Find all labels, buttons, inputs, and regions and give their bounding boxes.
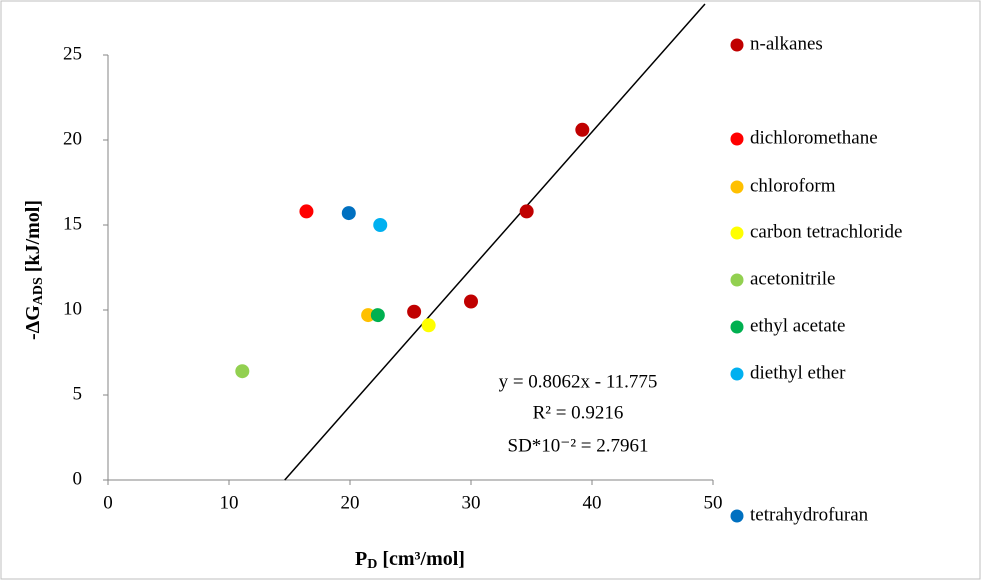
legend-marker	[730, 273, 744, 287]
data-point	[464, 294, 478, 309]
y-tick-label: 20	[63, 128, 82, 149]
trend-line	[284, 3, 706, 481]
x-axis-title-main: P	[355, 548, 367, 570]
x-axis-title-sub: D	[367, 557, 377, 572]
data-point	[575, 122, 590, 137]
legend-marker	[730, 320, 744, 334]
legend-marker	[730, 132, 744, 146]
trend-annotation: y = 0.8062x - 11.775	[499, 371, 658, 392]
y-tick-label: 5	[73, 383, 83, 404]
data-point	[235, 364, 250, 379]
data-point	[421, 318, 436, 333]
legend-label: tetrahydrofuran	[750, 504, 869, 525]
y-axis-title: -ΔGADS [kJ/mol]	[22, 200, 47, 340]
legend-marker	[730, 367, 744, 381]
legend-label: ethyl acetate	[750, 315, 845, 336]
trend-annotation: SD*10⁻² = 2.7961	[508, 435, 649, 456]
y-tick-label: 0	[73, 468, 83, 489]
legend-label: acetonitrile	[750, 268, 835, 289]
data-point	[341, 206, 356, 221]
data-point	[407, 304, 422, 319]
x-tick-label: 50	[704, 492, 723, 513]
y-tick-label: 15	[63, 213, 82, 234]
trend-annotation: R² = 0.9216	[533, 402, 624, 423]
legend-label: carbon tetrachloride	[750, 221, 902, 242]
y-axis-title-sub: ADS	[31, 277, 46, 305]
x-axis-title-rest: [cm³/mol]	[377, 548, 465, 570]
legend-marker	[730, 38, 744, 52]
y-tick-label: 10	[63, 298, 82, 319]
x-tick-label: 0	[103, 492, 113, 513]
y-tick-label: 25	[63, 43, 82, 64]
data-point	[370, 308, 385, 323]
x-tick-label: 30	[462, 492, 481, 513]
x-axis-title: PD [cm³/mol]	[355, 548, 465, 573]
legend-marker	[730, 226, 744, 240]
legend-label: dichloromethane	[750, 127, 878, 148]
x-tick-label: 10	[220, 492, 239, 513]
data-point	[361, 308, 376, 323]
x-tick-label: 20	[341, 492, 360, 513]
legend-label: n-alkanes	[750, 33, 823, 54]
legend-marker	[730, 509, 744, 523]
y-axis-title-rest: [kJ/mol]	[22, 200, 44, 277]
legend-label: chloroform	[750, 175, 836, 196]
x-tick-label: 40	[583, 492, 602, 513]
y-axis-title-main: -ΔG	[22, 305, 44, 340]
legend-marker	[730, 180, 744, 194]
data-point	[373, 218, 388, 232]
data-point	[299, 204, 314, 219]
legend-label: diethyl ether	[750, 362, 846, 383]
data-point	[519, 204, 534, 219]
